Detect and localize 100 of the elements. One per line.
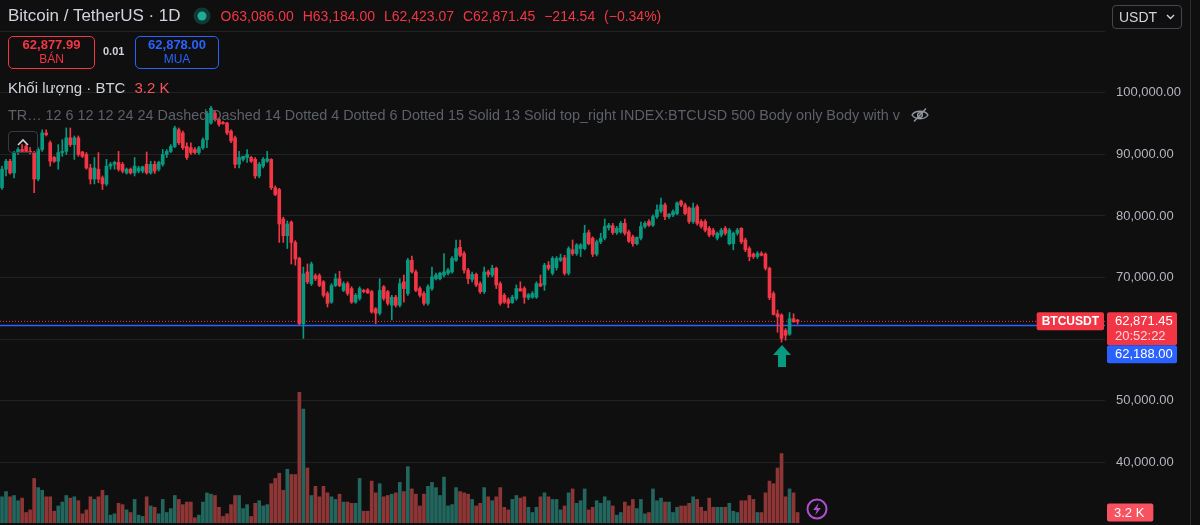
bar [590,506,595,523]
bar [695,499,699,523]
bar [623,501,627,523]
y-tick-label: 70,000.00 [1116,269,1174,285]
bar [209,493,213,523]
y-tick-label: 90,000.00 [1116,146,1174,162]
y-tick-label: 50,000.00 [1116,392,1174,408]
annotation: 0.01 [103,45,125,57]
bar [20,497,24,523]
bar [478,503,482,523]
annotation: MUA [162,52,192,66]
bar [618,512,623,523]
bar [482,487,487,523]
bar [393,492,398,523]
bar [462,492,466,523]
text: 3.2 K [1114,504,1145,520]
bar [707,497,712,523]
bar [506,509,511,523]
bar [490,500,495,523]
bar [715,506,720,523]
bar [189,501,193,523]
annotation: 3.2 K [134,79,170,96]
bar [389,493,394,523]
bar [160,499,165,523]
bar [265,504,270,523]
bar [56,505,61,523]
bar [422,493,426,523]
bar [172,495,177,523]
bar [610,505,615,523]
bar [253,503,257,523]
bar [663,501,667,523]
bar [442,476,446,523]
text: 20:52:22 [1115,328,1166,344]
bar [498,487,503,523]
bar [385,495,390,523]
bar [651,488,655,523]
bar [44,496,49,523]
bar [454,487,458,523]
bar [289,474,294,523]
bar [381,496,386,523]
bar [257,500,261,523]
bar [285,468,290,523]
bar [68,497,73,523]
y-tick-label: 80,000.00 [1116,207,1174,223]
y-tick-label: 100,000.00 [1116,84,1182,100]
sell-button: 62,877.99 BÁN [8,36,95,69]
buy-button: 62,878.00 MUA [135,36,219,69]
bar [675,506,679,523]
bar [12,495,16,523]
bar [486,496,491,523]
bar [245,504,249,523]
bar [277,472,282,523]
bar [397,482,402,523]
annotation: 62,877.99 [21,37,82,52]
bar [176,499,181,523]
bar [402,491,406,523]
bar [205,492,209,523]
bar [426,485,430,523]
bar [8,496,12,523]
bar [36,487,40,523]
bar [237,495,241,523]
annotation: BTCUSDT [1041,314,1100,329]
bar [719,506,724,523]
annotation: Khối lượng · BTC [8,79,126,96]
bar [683,505,687,523]
bar [667,501,671,523]
bar [679,505,683,523]
ref-line-label: 62,188.00 [1115,346,1173,362]
bar [510,499,515,523]
bar [185,501,189,523]
bar [48,496,53,523]
bar [614,514,619,523]
bar [410,488,414,523]
bar [687,503,691,523]
bar [474,505,478,523]
bar [233,495,237,523]
annotation: BÁN [39,52,64,66]
bar [152,506,157,523]
text: O63,086.00 H63,184.00 L62,423.07 C62,871.45 −214.54 (−0.34%) [220,8,662,24]
bar [40,489,45,523]
bar [414,493,418,523]
bar [606,500,611,523]
bar [631,499,635,523]
bar [647,512,651,523]
bar [727,503,732,523]
y-tick-label: 40,000.00 [1116,453,1174,469]
bar [602,496,607,523]
bar [4,491,8,523]
bar [64,495,69,523]
bar [148,505,153,523]
bar [369,480,374,523]
bar [723,506,728,523]
bar [594,500,599,523]
bar [406,466,410,523]
bar [458,491,462,523]
bar [639,499,643,523]
bar [466,493,470,523]
bar [377,483,382,523]
ref-line-label: 62,871.45 [1115,313,1173,329]
bar [470,499,474,523]
